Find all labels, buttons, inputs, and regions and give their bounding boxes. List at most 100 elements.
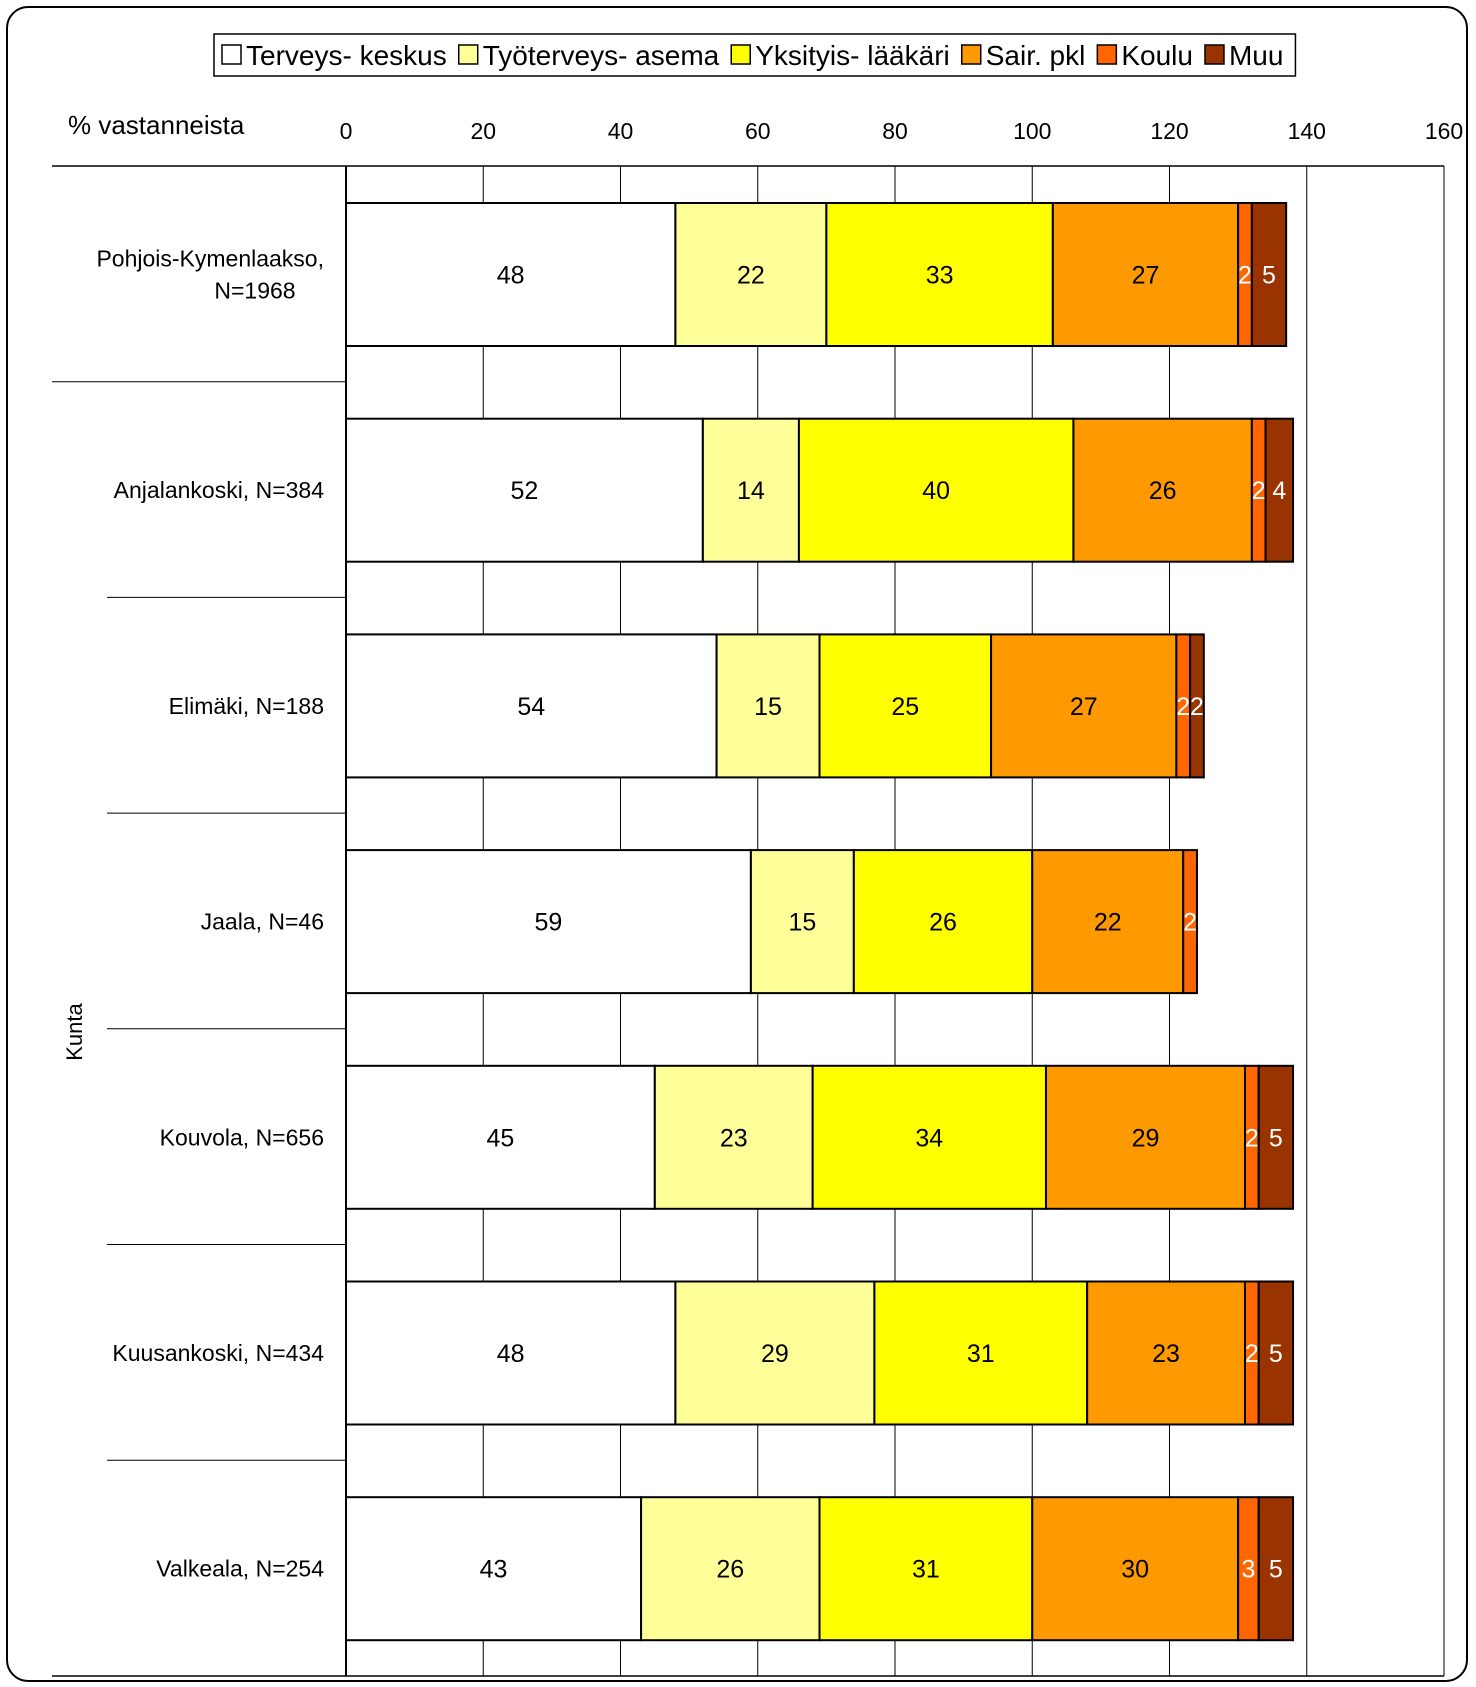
data-label: 2 [1245,1340,1259,1368]
x-tick-label: 20 [470,118,496,144]
data-label: 45 [487,1124,515,1152]
data-label: 34 [915,1124,943,1152]
category-label-line: N=1968 [214,278,295,304]
legend-swatch [730,44,751,65]
data-label: 27 [1132,262,1160,290]
bar-segment [345,1280,677,1426]
data-label: 33 [926,262,954,290]
legend-label: Terveys- keskus [246,40,447,71]
legend-swatch [457,44,479,65]
bar-segment [749,849,855,995]
bar-segment [852,849,1034,995]
bar-segment [345,849,752,995]
bar-segment [1044,1064,1246,1210]
bar-segment [1031,849,1185,995]
legend-label: Yksityis- lääkäri [755,40,949,71]
data-label: 5 [1269,1556,1283,1584]
x-tick-label: 60 [745,118,771,144]
x-tick-label: 120 [1150,118,1188,144]
x-tick-label: 100 [1013,118,1051,144]
bar-segment [1250,202,1288,347]
data-label: 48 [497,1340,525,1368]
bar-segment [1257,1496,1295,1642]
data-label: 2 [1183,909,1197,937]
bar-segment [1264,417,1295,563]
x-tick-label: 40 [608,118,634,144]
category-label-line: Pohjois-Kymenlaakso, [96,246,324,272]
bar-segment [818,633,993,779]
category-label: Anjalankoski, N=384 [114,477,325,503]
value-axis-title: % vastanneista [68,110,245,140]
legend-label: Muu [1229,40,1283,71]
bar-segment [345,633,718,779]
legend-swatch [1204,44,1225,65]
category-label: Valkeala, N=254 [156,1556,324,1582]
data-label: 2 [1252,477,1266,505]
legend-swatch [1096,44,1118,65]
data-label: 15 [788,909,816,937]
data-label: 48 [497,262,525,290]
legend-swatch [960,44,982,65]
bar-segment [1257,1064,1295,1210]
x-tick-label: 80 [882,118,908,144]
data-label: 22 [1094,909,1122,937]
data-label: 30 [1121,1556,1149,1584]
data-label: 14 [737,477,765,505]
legend-swatch [221,44,242,65]
bar-segment [715,633,821,779]
data-label: 27 [1070,693,1098,721]
data-label: 31 [967,1340,995,1368]
bar-segment [811,1064,1047,1210]
legend-label: Sair. pkl [986,40,1086,71]
bars: 48 22 33 27 2 552 14 40 26 2 454 15 25 27 2 259 15 26 22 24… [345,202,1295,1642]
x-tick-label: 0 [340,118,353,144]
category-label: Jaala, N=46 [201,909,324,935]
category-axis-title: Kunta [62,1002,87,1060]
data-label: 43 [480,1556,508,1584]
bar-segment [990,633,1178,779]
bar-segment [1031,1496,1240,1642]
data-label: 59 [535,909,563,937]
bar-segment [1086,1280,1246,1426]
data-label: 29 [1132,1124,1160,1152]
data-label: 26 [716,1556,744,1584]
data-label: 15 [754,693,782,721]
bar-segment [345,417,704,563]
data-label: 5 [1262,262,1276,290]
data-label: 25 [891,693,919,721]
data-label: 2 [1238,262,1252,290]
category-label: Kuusankoski, N=434 [112,1340,324,1366]
legend-label: Koulu [1121,40,1193,71]
legend-label: Työterveys- asema [483,40,720,71]
data-label: 3 [1241,1556,1255,1584]
bar-segment [1189,633,1205,779]
category-label: Kouvola, N=656 [160,1124,324,1150]
data-label: 2 [1190,693,1204,721]
bar-segment [797,417,1075,563]
data-label: 23 [1152,1340,1180,1368]
data-label: 4 [1272,477,1286,505]
data-label: 22 [737,262,765,290]
data-label: 29 [761,1340,789,1368]
data-label: 23 [720,1124,748,1152]
data-label: 52 [511,477,539,505]
x-tick-label: 140 [1288,118,1326,144]
data-label: 5 [1269,1340,1283,1368]
bar-segment [1182,849,1198,995]
data-label: 40 [922,477,950,505]
data-label: 2 [1245,1124,1259,1152]
bar-segment [653,1064,814,1210]
bar-segment [1072,417,1253,563]
bar-segment [345,202,677,347]
data-label: 54 [517,693,545,721]
axes: 0 20 40 60 80 100 120 140 160 Pohjois-Kymenlaakso… [52,118,1463,1677]
data-label: 26 [929,909,957,937]
bar-segment [640,1496,821,1642]
data-label: 31 [912,1556,940,1584]
legend: Terveys- keskus Työterveys- asema Yksityis… [213,33,1297,77]
category-label: Elimäki, N=188 [169,693,324,719]
x-tick-label: 160 [1425,118,1463,144]
category-label: Pohjois-Kymenlaakso, N=1968 [96,246,324,304]
bar-segment [345,1496,643,1642]
